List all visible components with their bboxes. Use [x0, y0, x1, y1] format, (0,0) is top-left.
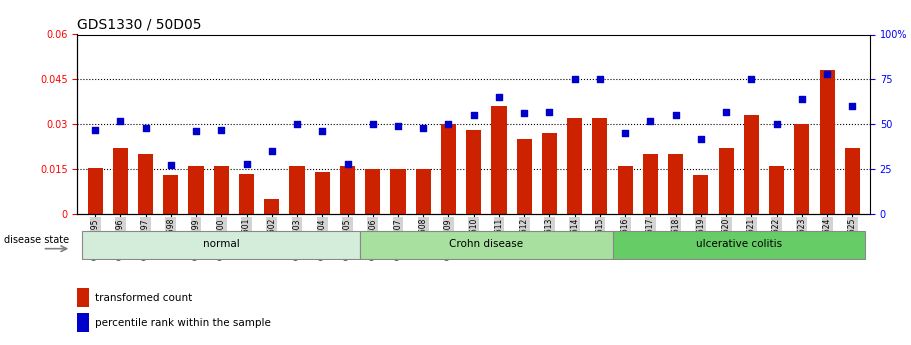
Bar [844, 148, 860, 214]
Text: GDS1330 / 50D05: GDS1330 / 50D05 [77, 18, 202, 32]
Text: disease state: disease state [4, 235, 69, 245]
Point [340, 161, 354, 166]
Bar [441, 124, 456, 214]
Point [568, 77, 582, 82]
Bar [769, 166, 784, 214]
Bar [719, 148, 733, 214]
Bar [491, 106, 507, 214]
Point [240, 161, 254, 166]
Bar [163, 175, 179, 214]
Point [542, 109, 557, 115]
Bar [517, 139, 532, 214]
Bar [466, 130, 481, 214]
Point [87, 127, 102, 132]
Bar [113, 148, 128, 214]
Text: ulcerative colitis: ulcerative colitis [696, 239, 782, 249]
Text: transformed count: transformed count [95, 293, 192, 303]
Bar [612, 231, 865, 259]
Bar [83, 231, 360, 259]
Point [517, 111, 531, 116]
Bar [693, 175, 709, 214]
Bar [618, 166, 633, 214]
Point [466, 112, 481, 118]
Point [391, 123, 405, 129]
Bar [391, 169, 405, 214]
Bar [643, 154, 658, 214]
Point [492, 95, 507, 100]
Point [441, 121, 456, 127]
Bar [592, 118, 608, 214]
Point [189, 129, 203, 134]
Text: percentile rank within the sample: percentile rank within the sample [95, 318, 271, 327]
Bar [365, 169, 380, 214]
Bar [568, 118, 582, 214]
Bar [138, 154, 153, 214]
Bar [214, 166, 229, 214]
Bar [794, 124, 810, 214]
Point [593, 77, 608, 82]
Point [315, 129, 330, 134]
Bar [743, 115, 759, 214]
Point [744, 77, 759, 82]
Bar [668, 154, 683, 214]
Point [693, 136, 708, 141]
Bar [820, 70, 834, 214]
Point [264, 148, 279, 154]
Point [794, 96, 809, 102]
Bar [542, 133, 557, 214]
Point [669, 112, 683, 118]
Point [643, 118, 658, 124]
Bar [415, 169, 431, 214]
Bar [340, 166, 355, 214]
Text: normal: normal [203, 239, 240, 249]
Bar [189, 166, 204, 214]
Text: Crohn disease: Crohn disease [449, 239, 524, 249]
Point [365, 121, 380, 127]
Point [416, 125, 431, 130]
Bar [264, 199, 280, 214]
Point [719, 109, 733, 115]
Bar [77, 313, 89, 332]
Point [113, 118, 128, 124]
Bar [77, 288, 89, 307]
Point [164, 163, 179, 168]
Point [618, 130, 632, 136]
Bar [87, 168, 103, 214]
Point [769, 121, 783, 127]
Point [138, 125, 153, 130]
Point [214, 127, 229, 132]
Bar [290, 166, 304, 214]
Point [290, 121, 304, 127]
Bar [314, 172, 330, 214]
Point [845, 104, 860, 109]
Bar [239, 174, 254, 214]
Bar [360, 231, 612, 259]
Point [820, 71, 834, 77]
